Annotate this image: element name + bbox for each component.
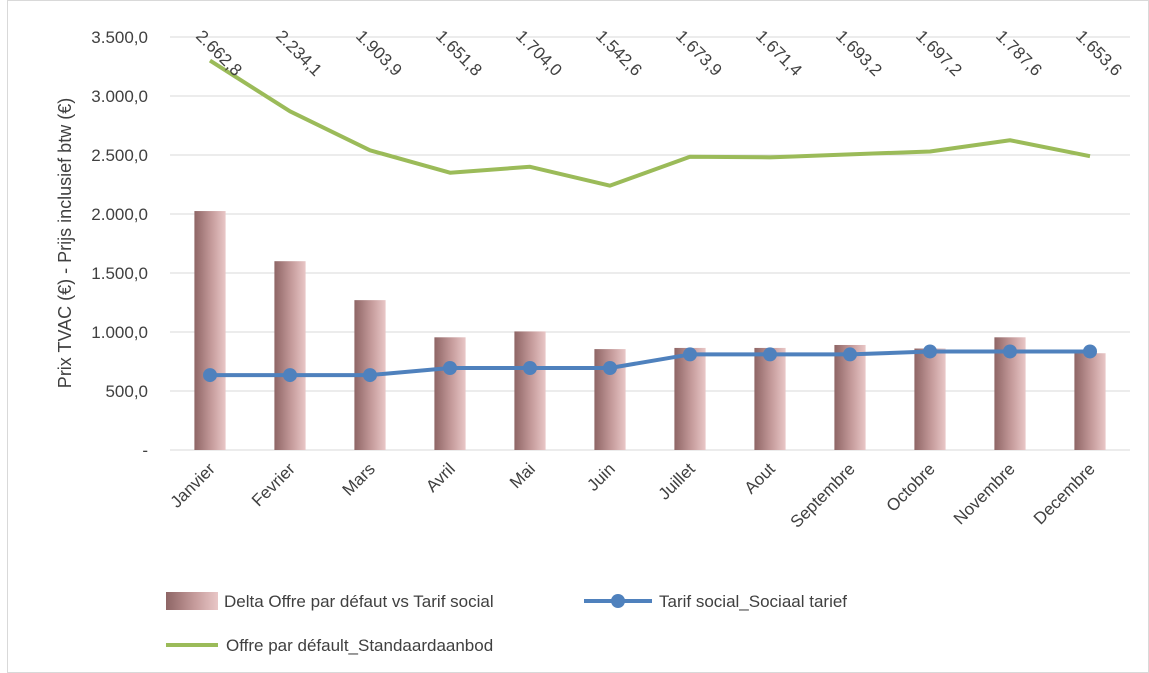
point-tarif-social bbox=[363, 368, 377, 383]
legend: Delta Offre par défaut vs Tarif social T… bbox=[166, 592, 847, 655]
bar bbox=[754, 347, 786, 450]
gridlines bbox=[170, 36, 1130, 451]
legend-item-tarif-social: Tarif social_Sociaal tarief bbox=[584, 592, 847, 611]
x-tick-label: Septembre bbox=[787, 459, 859, 531]
point-tarif-social bbox=[843, 347, 857, 362]
x-axis-ticks: Janvier Fevrier Mars Avril Mai Juin Juillet Aou… bbox=[167, 459, 1099, 531]
point-tarif-social bbox=[1003, 344, 1017, 359]
data-label: 1.787,6 bbox=[992, 26, 1046, 80]
x-tick-label: Mai bbox=[506, 459, 539, 492]
x-tick-label: Janvier bbox=[167, 459, 219, 511]
y-axis-ticks: - 500,0 1.000,0 1.500,0 2.000,0 2.500,0 3.000,… bbox=[91, 28, 148, 460]
bar-series bbox=[194, 211, 1106, 450]
series-line-offre-defaut bbox=[208, 58, 1091, 188]
x-tick-label: Juillet bbox=[655, 459, 699, 503]
bar bbox=[434, 337, 466, 450]
data-label: 2.662,8 bbox=[192, 26, 246, 80]
x-tick-label: Decembre bbox=[1030, 459, 1099, 528]
bar bbox=[914, 348, 946, 450]
data-label: 1.671,4 bbox=[752, 26, 806, 80]
point-tarif-social bbox=[923, 344, 937, 359]
x-tick-label: Aout bbox=[741, 459, 779, 497]
y-tick-label: 500,0 bbox=[105, 382, 148, 401]
point-tarif-social bbox=[443, 360, 457, 375]
bar bbox=[514, 331, 546, 450]
data-labels: 2.662,8 2.234,1 1.903,9 1.651,8 1.704,0 1.542… bbox=[192, 26, 1126, 80]
x-tick-label: Avril bbox=[422, 459, 459, 496]
point-tarif-social bbox=[283, 368, 297, 383]
bar bbox=[834, 344, 866, 450]
data-label: 1.693,2 bbox=[832, 26, 886, 80]
y-tick-label: - bbox=[142, 441, 148, 460]
data-label: 2.234,1 bbox=[272, 26, 326, 80]
chart-border bbox=[7, 0, 1149, 673]
data-label: 1.651,8 bbox=[432, 26, 486, 80]
legend-marker-tarif-social bbox=[611, 594, 625, 608]
legend-label-offre-defaut: Offre par défault_Standaardaanbod bbox=[226, 636, 493, 655]
data-label: 1.697,2 bbox=[912, 26, 966, 80]
legend-item-delta: Delta Offre par défaut vs Tarif social bbox=[166, 592, 494, 611]
x-tick-label: Octobre bbox=[883, 459, 939, 515]
legend-bar-swatch bbox=[166, 592, 218, 610]
y-tick-label: 3.000,0 bbox=[91, 87, 148, 106]
point-tarif-social bbox=[763, 347, 777, 362]
data-label: 1.653,6 bbox=[1072, 26, 1126, 80]
tarif-social-series bbox=[203, 344, 1097, 383]
legend-label-tarif-social: Tarif social_Sociaal tarief bbox=[659, 592, 847, 611]
point-tarif-social bbox=[523, 360, 537, 375]
data-label: 1.542,6 bbox=[592, 26, 646, 80]
x-tick-label: Juin bbox=[583, 459, 618, 494]
bar bbox=[274, 261, 306, 450]
data-label: 1.903,9 bbox=[352, 26, 406, 80]
y-tick-label: 1.500,0 bbox=[91, 264, 148, 283]
y-tick-label: 2.000,0 bbox=[91, 205, 148, 224]
data-label: 1.673,9 bbox=[672, 26, 726, 80]
y-tick-label: 3.500,0 bbox=[91, 28, 148, 47]
point-tarif-social bbox=[1083, 344, 1097, 359]
point-tarif-social bbox=[603, 360, 617, 375]
x-tick-label: Mars bbox=[339, 459, 379, 499]
offre-defaut-series bbox=[208, 58, 1091, 188]
bar bbox=[674, 347, 706, 450]
y-tick-label: 1.000,0 bbox=[91, 323, 148, 342]
y-axis-label: Prix TVAC (€) - Prijs inclusief btw (€) bbox=[55, 98, 75, 388]
legend-item-offre-defaut: Offre par défault_Standaardaanbod bbox=[166, 636, 493, 655]
point-tarif-social bbox=[683, 347, 697, 362]
x-tick-label: Fevrier bbox=[248, 459, 299, 510]
bar bbox=[194, 211, 226, 450]
bar bbox=[1074, 353, 1106, 450]
y-tick-label: 2.500,0 bbox=[91, 146, 148, 165]
legend-label-delta: Delta Offre par défaut vs Tarif social bbox=[224, 592, 494, 611]
x-tick-label: Novembre bbox=[950, 459, 1019, 528]
point-tarif-social bbox=[203, 368, 217, 383]
series-line-tarif-social bbox=[210, 349, 1090, 378]
data-label: 1.704,0 bbox=[512, 26, 566, 80]
